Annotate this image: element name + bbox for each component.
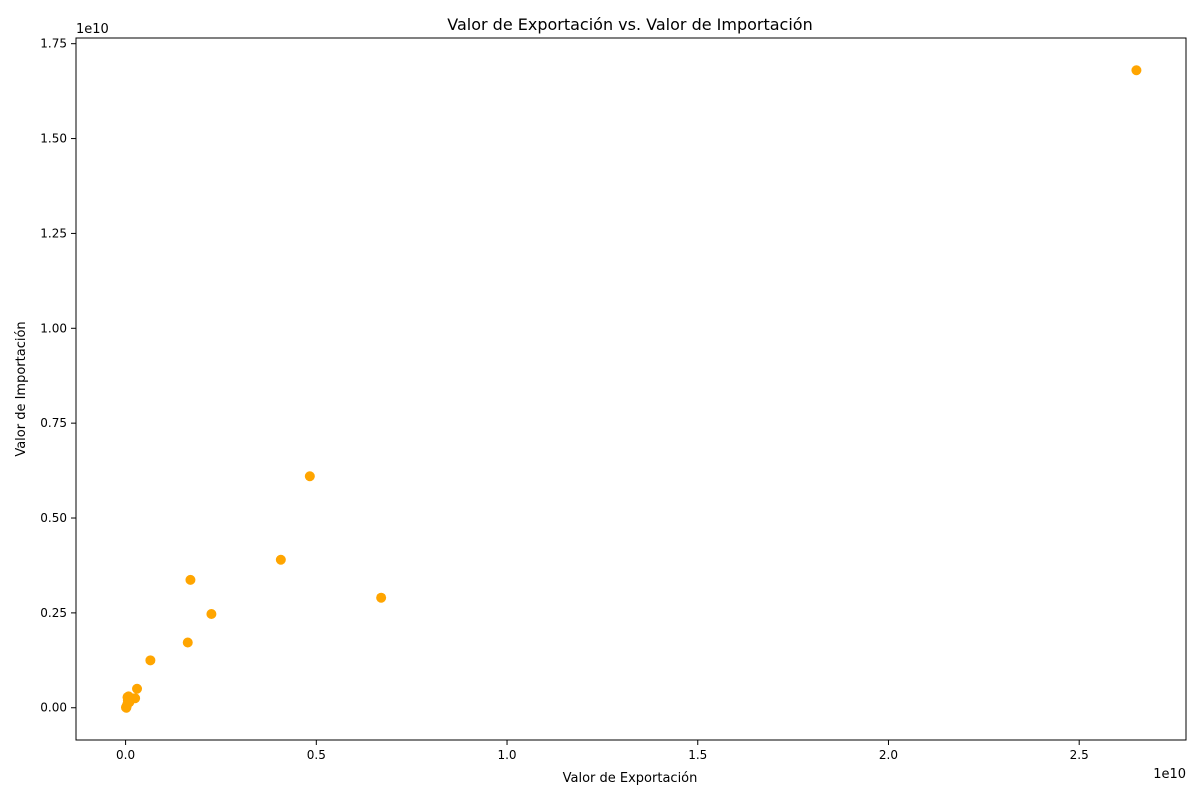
- y-axis-ticks: 0.00 0.25 0.50 0.75 1.00 1.25 1.50 1.75: [40, 37, 76, 715]
- y-tick-label: 1.25: [40, 226, 67, 240]
- y-tick-label: 1.00: [40, 321, 67, 335]
- y-tick-label: 1.75: [40, 37, 67, 51]
- data-points: [120, 65, 1142, 713]
- plot-area-frame: [75, 37, 1187, 741]
- x-offset-label: 1e10: [1153, 767, 1186, 782]
- x-tick-label: 0.5: [307, 748, 326, 762]
- y-tick-label: 0.00: [40, 701, 67, 715]
- y-tick-label: 0.50: [40, 511, 67, 525]
- data-point: [145, 655, 156, 666]
- y-tick-label: 1.50: [40, 132, 67, 146]
- y-offset-label: 1e10: [76, 22, 109, 37]
- data-point: [132, 683, 143, 694]
- x-tick-label: 1.0: [497, 748, 516, 762]
- data-point: [304, 471, 315, 482]
- x-tick-label: 1.5: [688, 748, 707, 762]
- data-point: [182, 637, 193, 648]
- y-axis-label: Valor de Importación: [14, 321, 29, 456]
- data-point: [376, 592, 387, 603]
- y-tick-label: 0.25: [40, 606, 67, 620]
- x-axis-ticks: 0.0 0.5 1.0 1.5 2.0 2.5: [116, 740, 1089, 762]
- data-point: [121, 702, 132, 713]
- data-point: [206, 609, 217, 620]
- chart-title: Valor de Exportación vs. Valor de Import…: [447, 15, 812, 34]
- x-tick-label: 2.0: [879, 748, 898, 762]
- x-tick-label: 2.5: [1070, 748, 1089, 762]
- data-point: [1131, 65, 1142, 76]
- data-point: [185, 574, 196, 585]
- x-axis-label: Valor de Exportación: [563, 771, 698, 786]
- x-tick-label: 0.0: [116, 748, 135, 762]
- data-point: [275, 554, 286, 565]
- data-point: [122, 695, 133, 706]
- y-tick-label: 0.75: [40, 416, 67, 430]
